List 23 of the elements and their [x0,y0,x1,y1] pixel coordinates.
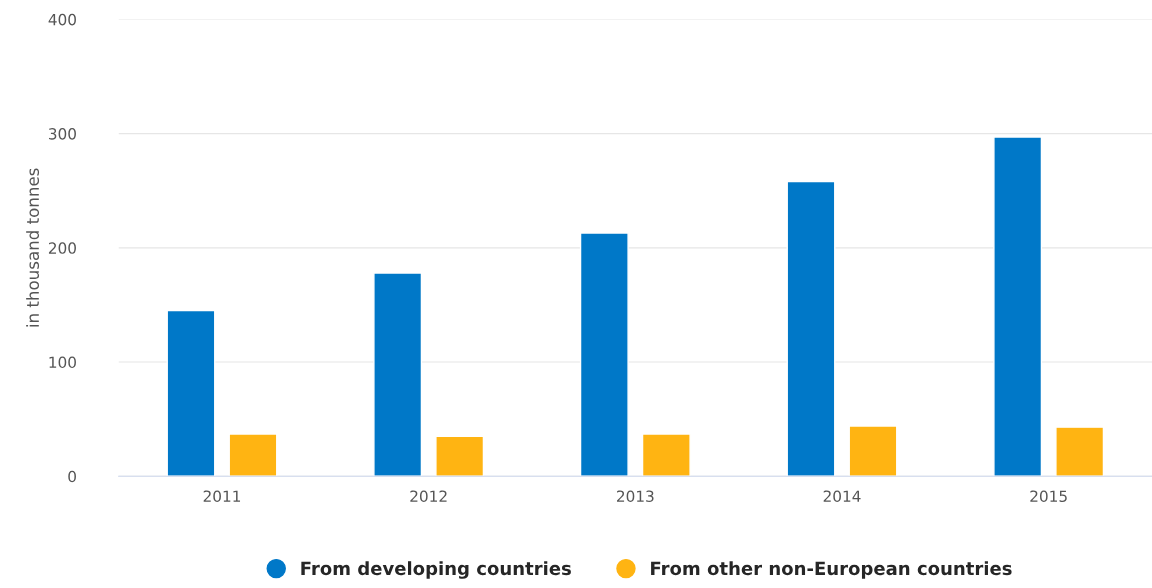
y-tick-label: 200 [48,242,76,254]
x-tick-label: 2011 [203,490,241,502]
x-tick-label: 2013 [617,490,654,502]
bar [228,433,278,477]
bar [373,272,423,477]
legend-label: From other non-European countries [651,561,1012,579]
x-tick-label: 2012 [410,490,447,502]
legend-label: From developing countries [301,561,571,579]
bar [993,136,1043,477]
x-tick-label: 2015 [1030,490,1067,502]
bar [435,435,485,477]
y-tick-label: 400 [48,13,76,26]
bar [166,309,216,477]
y-tick-label: 100 [49,356,76,369]
bar [579,232,629,477]
bar [1055,426,1105,477]
x-tick-label: 2014 [823,490,861,502]
y-tick-label: 300 [48,128,76,140]
bar [848,425,898,477]
bar [786,180,836,477]
bar [641,433,691,477]
y-tick-label: 0 [68,470,76,483]
y-axis-title: in thousand tonnes [26,168,40,327]
